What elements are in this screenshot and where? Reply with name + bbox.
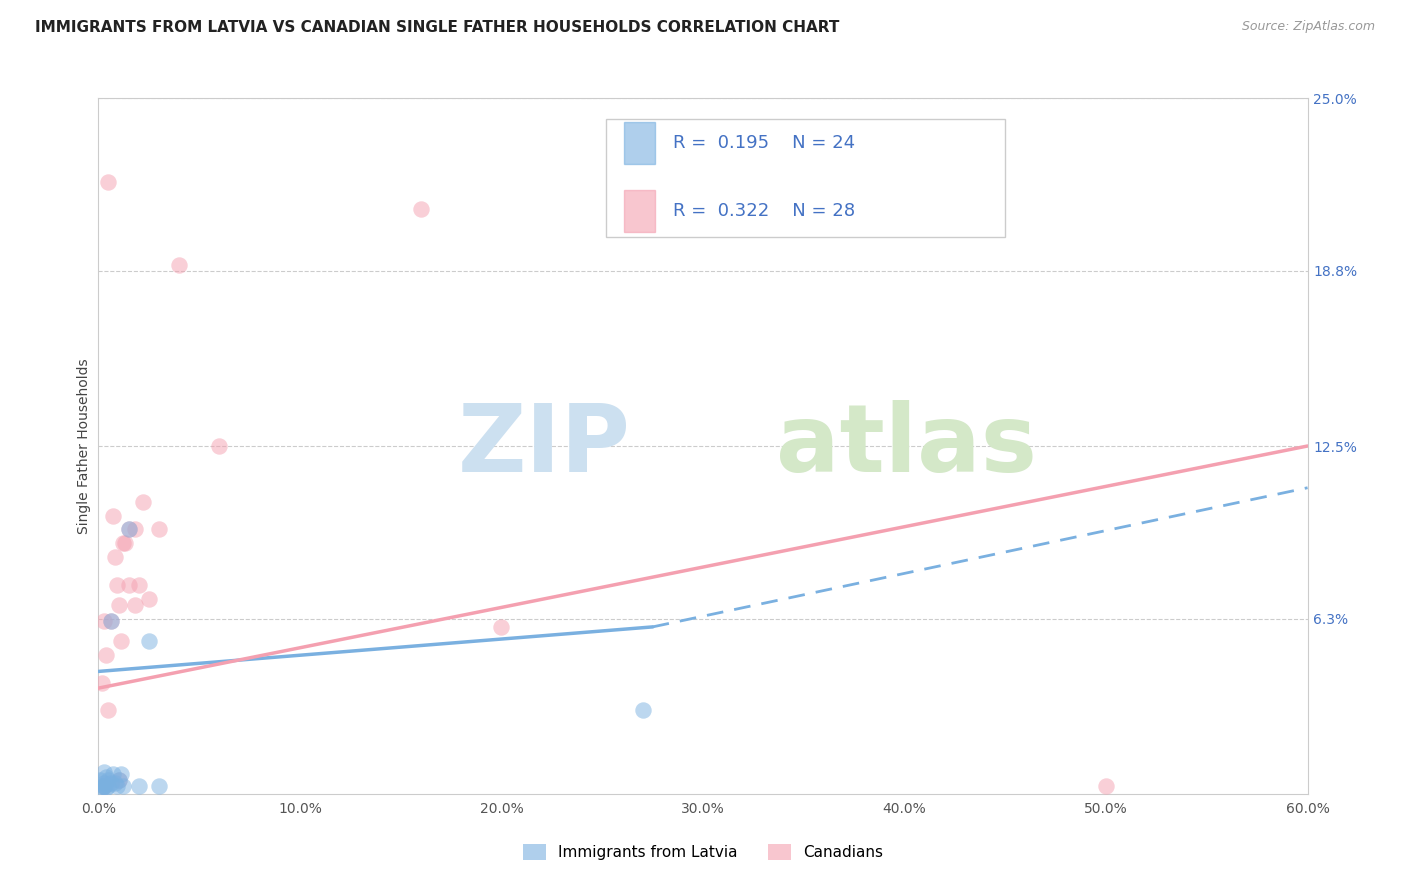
Point xyxy=(148,523,170,537)
Point xyxy=(128,578,150,592)
Text: R =  0.195    N = 24: R = 0.195 N = 24 xyxy=(673,135,855,153)
Point xyxy=(96,781,118,796)
Point xyxy=(97,772,120,787)
FancyBboxPatch shape xyxy=(624,190,655,232)
Point xyxy=(111,536,134,550)
Point xyxy=(110,767,132,781)
Point xyxy=(132,494,155,508)
FancyBboxPatch shape xyxy=(606,119,1005,237)
Point xyxy=(107,772,129,787)
Point xyxy=(1095,779,1118,793)
Point xyxy=(631,703,654,717)
Point xyxy=(100,615,122,629)
Point xyxy=(96,648,118,662)
Point xyxy=(93,779,115,793)
Point xyxy=(107,772,129,787)
Point xyxy=(409,202,432,217)
Point xyxy=(103,776,125,790)
Point xyxy=(97,779,120,793)
Legend: Immigrants from Latvia, Canadians: Immigrants from Latvia, Canadians xyxy=(517,838,889,866)
Point xyxy=(101,767,124,781)
Point xyxy=(167,258,190,272)
Point xyxy=(93,776,115,790)
Point xyxy=(118,523,141,537)
Point xyxy=(114,536,136,550)
Point xyxy=(110,633,132,648)
Text: ZIP: ZIP xyxy=(457,400,630,492)
Point xyxy=(93,615,115,629)
Point xyxy=(103,550,125,565)
Point xyxy=(107,598,129,612)
Text: IMMIGRANTS FROM LATVIA VS CANADIAN SINGLE FATHER HOUSEHOLDS CORRELATION CHART: IMMIGRANTS FROM LATVIA VS CANADIAN SINGL… xyxy=(35,20,839,35)
Point xyxy=(91,781,114,796)
Text: Source: ZipAtlas.com: Source: ZipAtlas.com xyxy=(1241,20,1375,33)
Point xyxy=(97,175,120,189)
Point xyxy=(100,615,122,629)
Point xyxy=(138,633,160,648)
Point xyxy=(124,523,146,537)
Point xyxy=(105,779,128,793)
Point xyxy=(101,508,124,523)
Point xyxy=(124,598,146,612)
Point xyxy=(208,439,231,453)
Text: atlas: atlas xyxy=(776,400,1036,492)
Point xyxy=(93,779,115,793)
Point xyxy=(93,764,115,779)
Point xyxy=(138,592,160,607)
Y-axis label: Single Father Households: Single Father Households xyxy=(77,359,91,533)
Point xyxy=(96,770,118,784)
Text: R =  0.322    N = 28: R = 0.322 N = 28 xyxy=(673,202,855,219)
Point xyxy=(148,779,170,793)
Point xyxy=(91,675,114,690)
Point xyxy=(118,523,141,537)
Point xyxy=(105,578,128,592)
Point xyxy=(89,772,111,787)
Point xyxy=(128,779,150,793)
Point xyxy=(491,620,513,634)
Point xyxy=(91,779,114,793)
Point xyxy=(93,779,115,793)
Point xyxy=(111,779,134,793)
FancyBboxPatch shape xyxy=(624,122,655,164)
Point xyxy=(100,776,122,790)
Point xyxy=(118,578,141,592)
Point xyxy=(97,703,120,717)
